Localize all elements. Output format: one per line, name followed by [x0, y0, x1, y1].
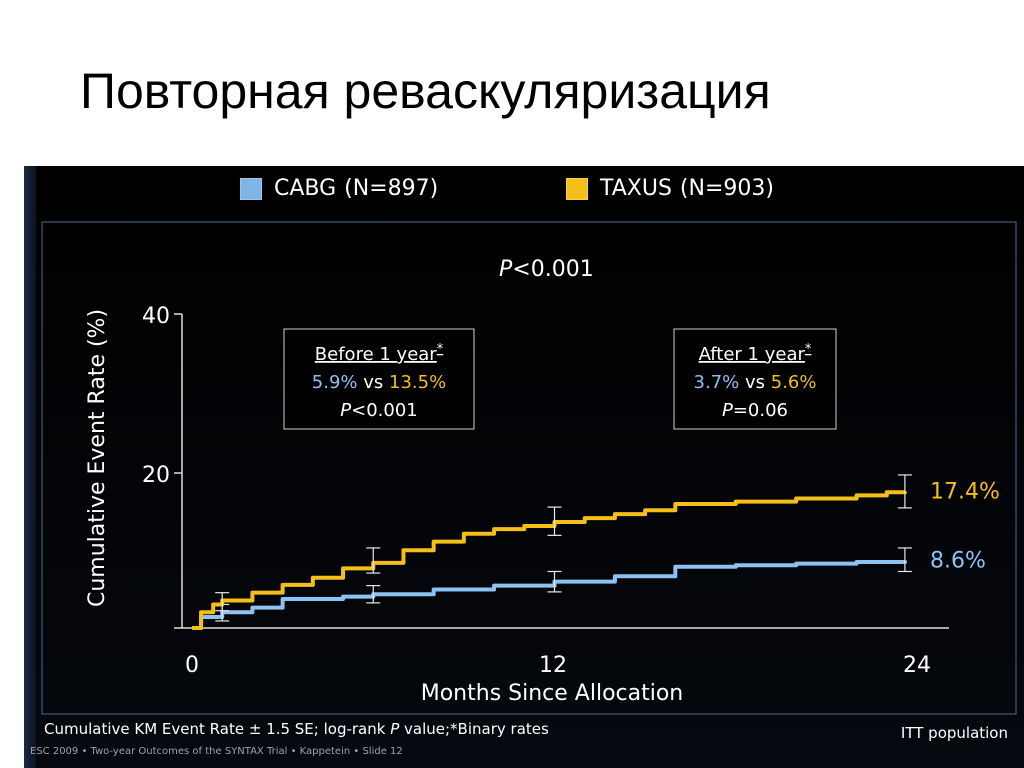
slide-citation: ESC 2009 • Two-year Outcomes of the SYNT… [30, 746, 403, 757]
legend-item-cabg: CABG (N=897) [240, 176, 438, 201]
legend-item-taxus: TAXUS (N=903) [566, 176, 774, 201]
legend-n-taxus: (N=903) [679, 176, 774, 201]
series-layer: 8.6% 17.4% [192, 474, 1000, 630]
annotation-rates: 3.7% vs 5.6% [694, 372, 817, 393]
x-tick-label-0: 0 [185, 653, 199, 678]
panel-side-strip [24, 166, 36, 768]
km-chart: P<0.001 Cumulative Event Rate (%) 20 40 … [41, 221, 1017, 715]
legend-swatch-cabg [240, 177, 262, 200]
annotation-p-value: P<0.001 [340, 400, 417, 421]
error-bar-taxus [547, 506, 562, 536]
x-tick-label-12: 12 [539, 653, 567, 678]
error-bar-cabg [366, 585, 381, 604]
slide-title: Повторная реваскуляризация [80, 63, 771, 119]
error-bar-cabg [897, 547, 912, 573]
overall-p-value: P<0.001 [499, 257, 594, 282]
annotation-heading: After 1 year* [699, 342, 812, 365]
legend-label-cabg: CABG [274, 176, 337, 201]
error-bar-cabg [547, 570, 562, 593]
error-bar-taxus [897, 474, 912, 509]
error-bar-taxus [366, 547, 381, 574]
footnote: Cumulative KM Event Rate ± 1.5 SE; log-r… [44, 720, 549, 738]
chart-legend: CABG (N=897) TAXUS (N=903) [24, 176, 1024, 216]
y-tick-label-40: 40 [142, 304, 170, 329]
annotation-box [283, 328, 475, 430]
plot-frame [41, 221, 1017, 715]
annotation-heading: Before 1 year* [315, 342, 444, 365]
population-label: ITT population [900, 724, 1008, 742]
x-axis-label: Months Since Allocation [421, 681, 684, 706]
end-label-cabg: 8.6% [930, 548, 986, 573]
chart-panel: CABG (N=897) TAXUS (N=903) P<0.001 Cumul… [24, 166, 1024, 768]
end-label-taxus: 17.4% [930, 479, 1000, 504]
legend-label-taxus: TAXUS [600, 176, 672, 201]
series-line-taxus [192, 490, 907, 630]
series-line-cabg [192, 560, 907, 630]
annotation-after-1-year: After 1 year* 3.7% vs 5.6% P=0.06 [673, 328, 837, 430]
y-tick-label-20: 20 [142, 463, 170, 488]
annotation-p-value: P=0.06 [722, 400, 788, 421]
y-axis-label: Cumulative Event Rate (%) [85, 309, 110, 607]
x-tick-label-24: 24 [903, 653, 931, 678]
annotation-before-1-year: Before 1 year* 5.9% vs 13.5% P<0.001 [283, 328, 475, 430]
legend-n-cabg: (N=897) [344, 176, 439, 201]
error-bar-taxus [215, 592, 230, 612]
annotation-box [673, 328, 837, 430]
legend-swatch-taxus [566, 177, 588, 200]
annotation-rates: 5.9% vs 13.5% [312, 372, 446, 393]
